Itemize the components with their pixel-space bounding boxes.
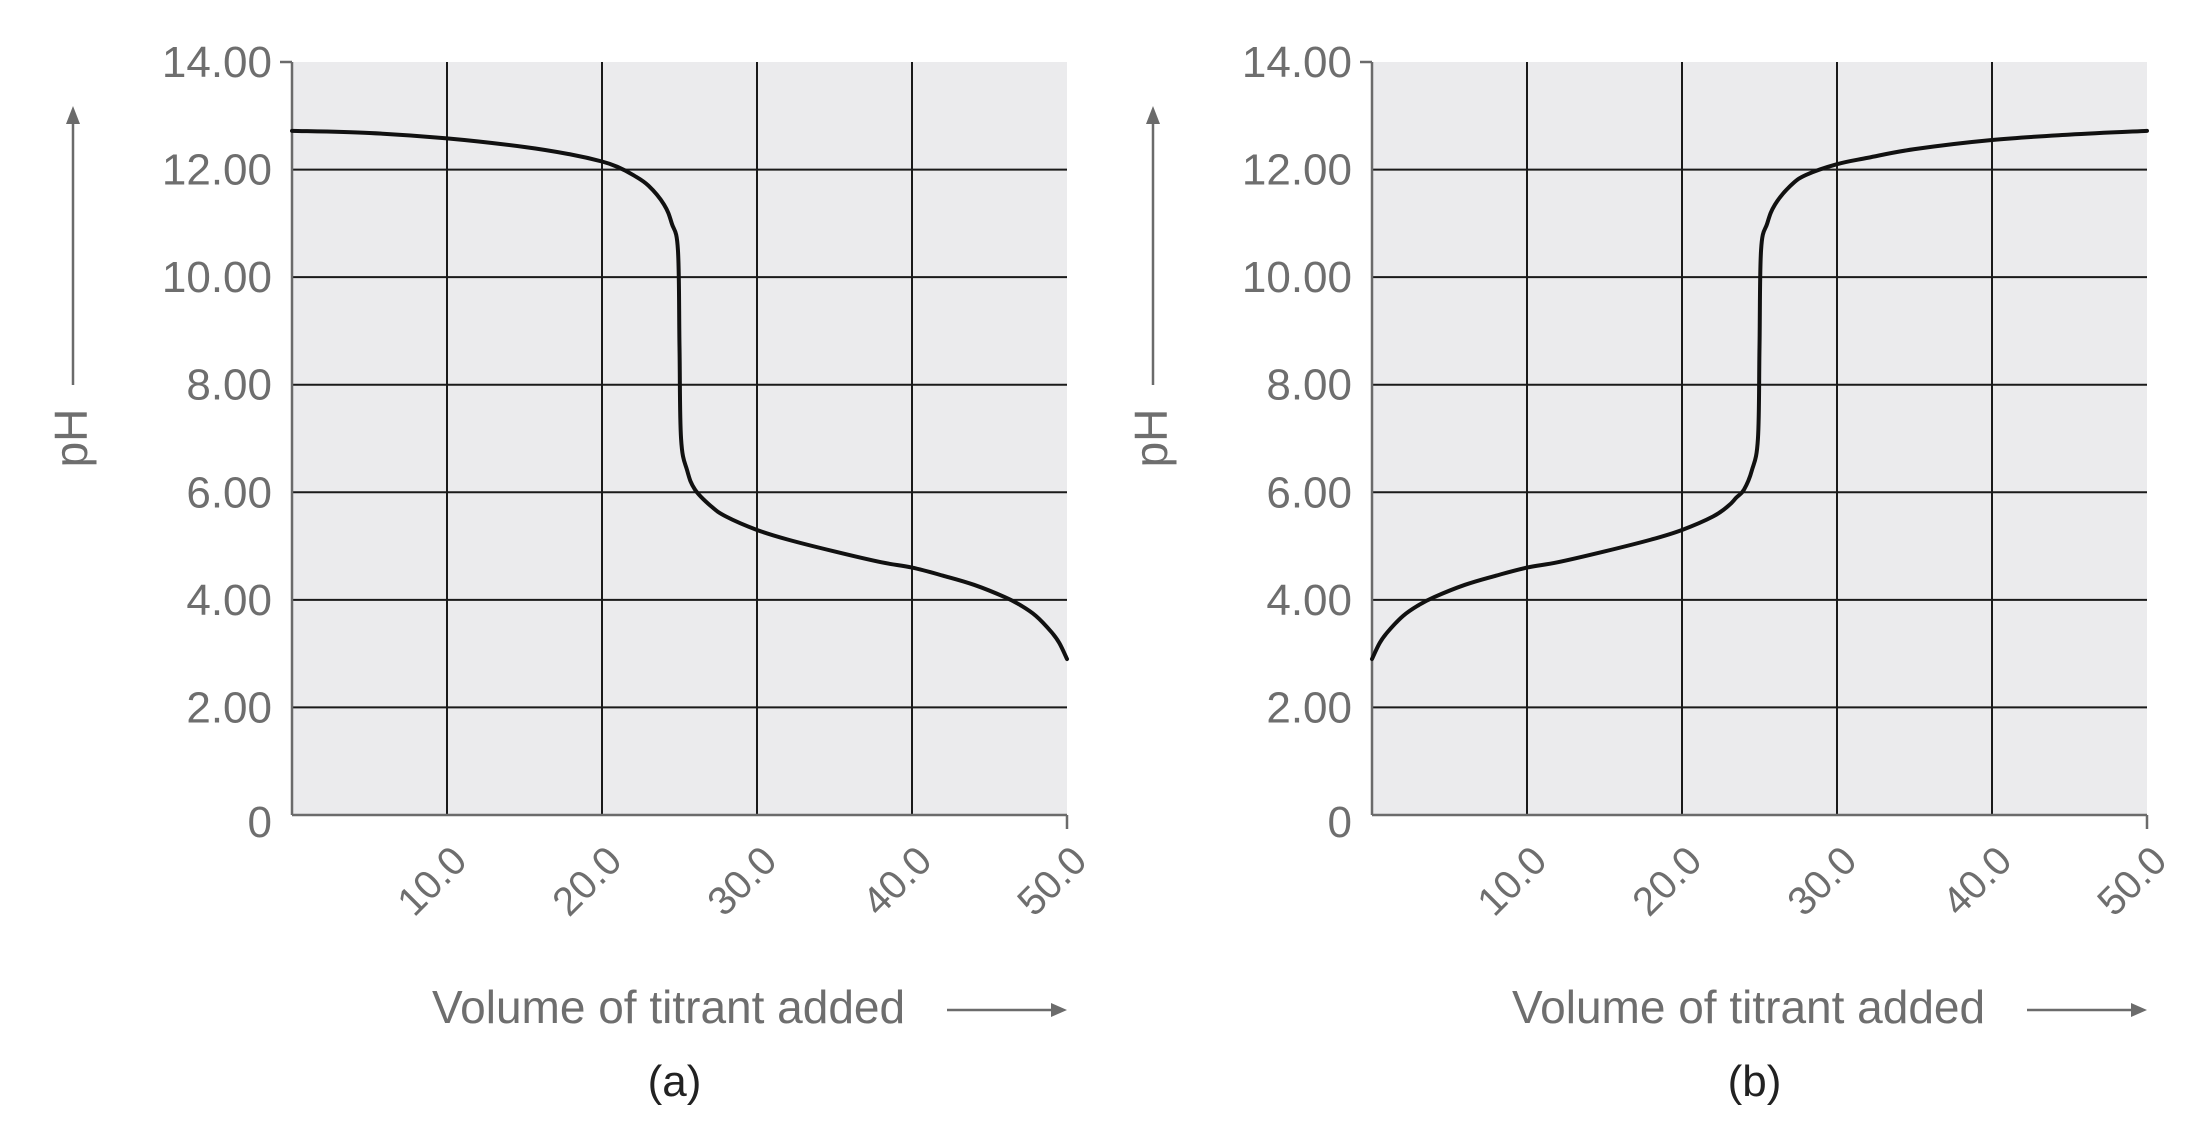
- panel-label: (b): [1728, 1057, 1782, 1106]
- x-tick-label: 10.0: [1469, 838, 1555, 924]
- y-tick-label: 12.00: [1242, 146, 1352, 195]
- x-tick-label: 10.0: [389, 838, 475, 924]
- x-tick-label: 20.0: [1624, 838, 1710, 924]
- y-axis-arrow-head: [66, 106, 80, 124]
- y-tick-label: 10.00: [1242, 253, 1352, 302]
- y-tick-label: 4.00: [186, 576, 272, 625]
- y-tick-label: 0: [1328, 798, 1352, 847]
- y-axis-arrow-head: [1146, 106, 1160, 124]
- titration-curve-line: [1370, 128, 2149, 662]
- panel-label: (a): [648, 1057, 702, 1106]
- x-tick-label: 40.0: [1934, 838, 2020, 924]
- y-tick-label: 10.00: [162, 253, 272, 302]
- chart-panel-b: 0 2.00 4.00 6.00 8.00 10.00 12.00 14.00 10.0 20.0…: [1125, 38, 2175, 1106]
- y-axis-title: pH: [45, 409, 97, 468]
- y-tick-label: 4.00: [1266, 576, 1352, 625]
- y-tick-label: 0: [248, 798, 272, 847]
- y-tick-label: 6.00: [186, 468, 272, 517]
- y-tick-label: 14.00: [162, 38, 272, 87]
- y-tick-label: 6.00: [1266, 468, 1352, 517]
- x-tick-label: 30.0: [1779, 838, 1865, 924]
- y-tick-label: 14.00: [1242, 38, 1352, 87]
- x-tick-label: 50.0: [2089, 838, 2175, 924]
- x-axis-title: Volume of titrant added: [432, 981, 905, 1033]
- y-tick-label: 2.00: [186, 683, 272, 732]
- y-tick-label: 2.00: [1266, 683, 1352, 732]
- x-tick-label: 20.0: [544, 838, 630, 924]
- chart-panel-a: 0 2.00 4.00 6.00 8.00 10.00 12.00 14.00 10.0 20.0…: [45, 38, 1095, 1106]
- x-tick-label: 40.0: [854, 838, 940, 924]
- y-tick-label: 8.00: [186, 361, 272, 410]
- x-tick-label: 30.0: [699, 838, 785, 924]
- y-tick-label: 12.00: [162, 146, 272, 195]
- titration-curve-line: [290, 128, 1069, 662]
- x-axis-arrow-head: [2131, 1003, 2147, 1017]
- x-tick-label: 50.0: [1009, 838, 1095, 924]
- y-axis-title: pH: [1125, 409, 1177, 468]
- x-axis-title: Volume of titrant added: [1512, 981, 1985, 1033]
- x-axis-arrow-head: [1051, 1003, 1067, 1017]
- y-tick-label: 8.00: [1266, 361, 1352, 410]
